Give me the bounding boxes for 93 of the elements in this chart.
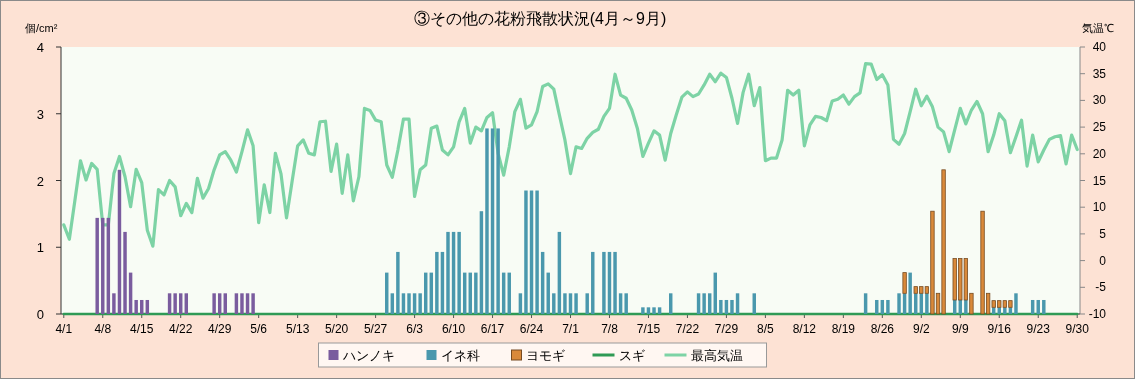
bar [435,251,439,314]
x-tick-label: 6/17 [480,322,505,336]
bar [897,293,901,314]
bar [1003,307,1007,314]
bar [657,307,662,314]
bar [535,190,539,314]
bar [552,293,556,314]
bar [902,272,907,294]
bar [112,293,116,314]
y-tick-label: 2 [36,173,44,189]
bar [964,299,968,314]
bar [446,231,450,314]
bar [574,293,578,314]
y2-tick-label: 40 [1092,40,1107,54]
bar [908,272,912,314]
x-tick-label: 9/9 [951,322,969,336]
y2-tick-label: 0 [1099,253,1107,268]
y2-tick-label: -10 [1088,307,1107,321]
x-tick-label: 6/10 [441,322,466,336]
x-tick-label: 8/26 [870,322,895,336]
bar [730,299,734,314]
bar [1014,293,1018,314]
bar [524,190,528,314]
y2-tick-label: 15 [1092,173,1107,188]
x-tick-label: 7/22 [675,322,700,336]
y2-tick-label: 35 [1092,66,1107,81]
x-tick-label: 7/15 [636,322,661,336]
bar [1042,299,1046,314]
y-tick-label: 3 [36,106,44,122]
bar [474,272,478,314]
x-tick-label: 5/27 [363,322,388,336]
bar [95,217,99,314]
x-tick-label: 9/30 [1065,322,1090,336]
bar [123,231,127,314]
y-axis-title: 個/cm² [25,22,58,34]
y2-tick-label: 10 [1092,200,1107,215]
x-tick-label: 4/8 [94,322,112,336]
bar [563,293,567,314]
x-tick-label: 4/22 [169,322,193,336]
bar [496,128,500,314]
x-tick-label: 6/24 [519,322,544,336]
bar [251,293,255,314]
bar [396,251,400,314]
x-tick-label: 9/16 [987,322,1012,336]
bar [719,299,723,314]
bar [418,293,422,314]
y-tick-label: 4 [36,40,44,55]
x-tick-label: 5/20 [324,322,349,336]
y2-tick-label: 25 [1092,120,1107,135]
y2-tick-label: -5 [1095,280,1107,295]
bar [624,293,628,314]
bar [173,293,177,314]
legend-label: ハンノキ [341,348,395,363]
y-tick-label: 0 [36,307,44,322]
legend-label: イネ科 [440,348,480,363]
x-tick-label: 7/29 [714,322,739,336]
legend-label: 最高気温 [690,348,743,363]
x-tick-label: 9/23 [1026,322,1051,336]
x-tick-label: 5/6 [250,322,268,336]
y2-tick-label: 30 [1092,93,1107,108]
legend-label: スギ [618,348,645,363]
bar [641,307,645,314]
x-tick-label: 5/13 [285,322,310,336]
bar [646,307,651,314]
bar [407,293,411,314]
x-tick-label: 8/19 [831,322,856,336]
x-tick-label: 6/3 [406,322,424,336]
bar [457,231,461,314]
y2-axis-title: 気温℃ [1082,22,1114,34]
bar [585,293,589,314]
bar [613,251,617,314]
x-tick-label: 9/2 [912,322,930,336]
bar [886,299,890,314]
x-tick-label: 8/12 [792,322,817,336]
bar [134,299,138,314]
x-tick-label: 4/29 [208,322,232,336]
bar [240,293,244,314]
x-tick-label: 4/15 [130,322,154,336]
chart-title: ③その他の花粉飛散状況(4月～9月) [413,10,667,27]
bar [925,293,929,314]
x-tick-label: 8/5 [757,322,775,336]
y2-tick-label: 20 [1092,146,1107,161]
bar [702,293,706,314]
y-tick-label: 1 [36,240,44,256]
bar [485,128,489,314]
bar [652,307,656,314]
bar [602,251,606,314]
x-tick-label: 4/1 [55,322,73,336]
x-tick-label: 7/8 [601,322,619,336]
y2-tick-label: 5 [1099,226,1107,241]
legend-label: ヨモギ [525,348,565,363]
bar [212,293,216,314]
x-tick-label: 7/1 [562,322,580,336]
